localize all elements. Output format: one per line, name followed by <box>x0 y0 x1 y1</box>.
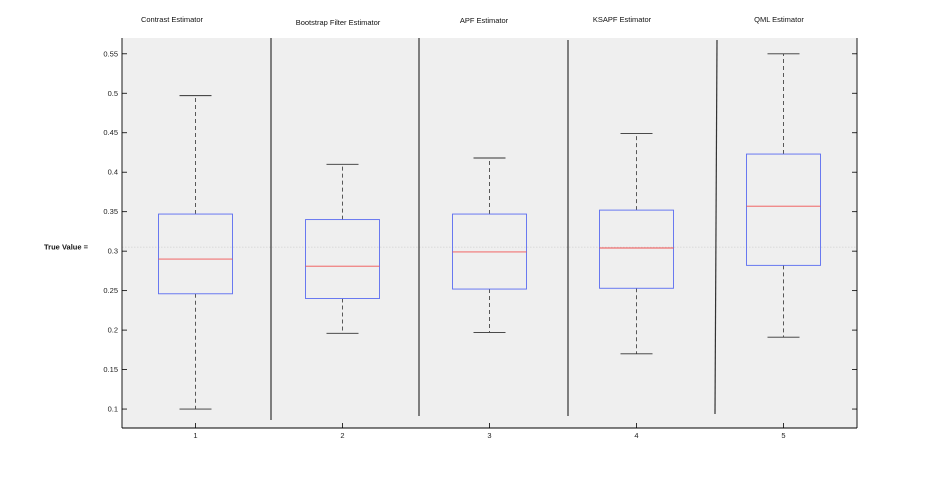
y-tick-label-6: 0.4 <box>108 168 118 177</box>
panel-title-1: Contrast Estimator <box>141 15 204 24</box>
panel-title-3: APF Estimator <box>460 16 509 25</box>
x-tick-label-1: 1 <box>193 431 197 440</box>
box-5 <box>746 53 821 338</box>
box-2 <box>305 163 380 334</box>
iqr-box-1 <box>158 213 233 295</box>
y-tick-label-1: 0.15 <box>103 365 118 374</box>
reference-label: True Value = <box>44 243 89 252</box>
y-tick-label-4: 0.3 <box>108 247 118 256</box>
y-tick-label-3: 0.25 <box>103 286 118 295</box>
iqr-box-2 <box>305 219 380 299</box>
y-tick-label-8: 0.5 <box>108 89 118 98</box>
y-tick-label-0: 0.1 <box>108 405 118 414</box>
x-tick-label-4: 4 <box>634 431 638 440</box>
panel-title-2: Bootstrap Filter Estimator <box>296 18 381 27</box>
box-3 <box>452 157 527 333</box>
panel-title-5: QML Estimator <box>754 15 804 24</box>
panel-separator-4 <box>714 39 718 415</box>
x-tick-label-2: 2 <box>340 431 344 440</box>
y-tick-label-2: 0.2 <box>108 326 118 335</box>
iqr-box-4 <box>599 209 674 289</box>
y-tick-label-5: 0.35 <box>103 207 118 216</box>
x-tick-label-5: 5 <box>781 431 785 440</box>
plot-area <box>122 38 857 428</box>
panel-title-4: KSAPF Estimator <box>593 15 652 24</box>
box-1 <box>158 95 233 410</box>
y-tick-label-9: 0.55 <box>103 49 118 58</box>
x-tick-label-3: 3 <box>487 431 491 440</box>
box-4 <box>599 133 674 355</box>
iqr-box-5 <box>746 153 821 266</box>
y-tick-label-7: 0.45 <box>103 128 118 137</box>
